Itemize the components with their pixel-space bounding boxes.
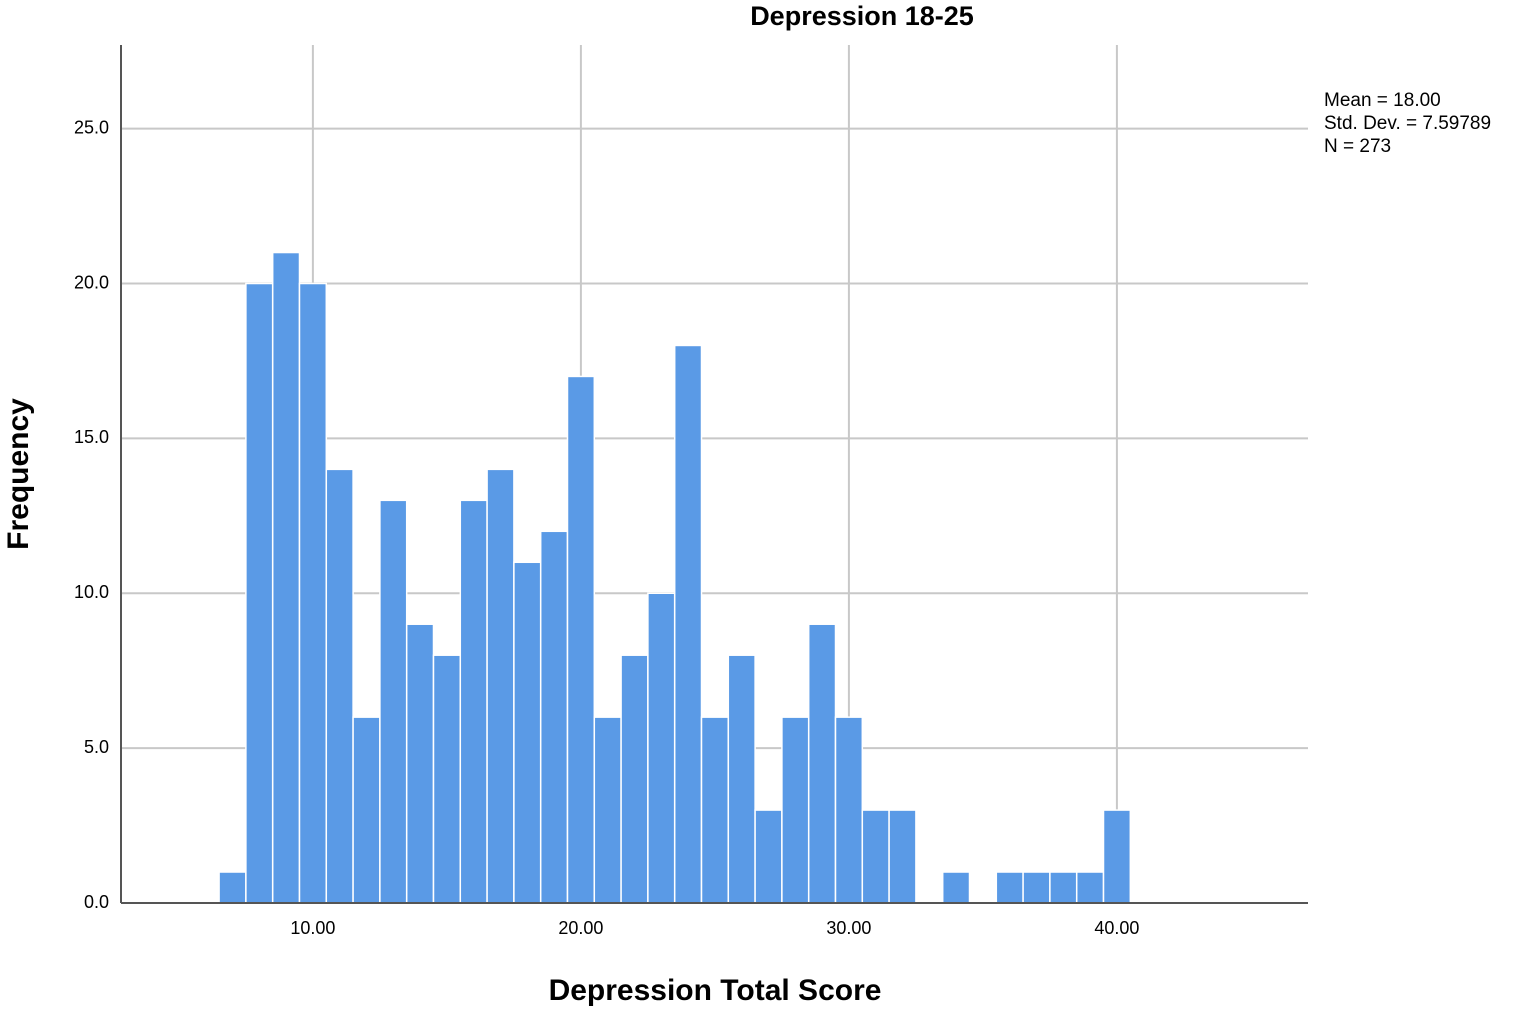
bar [513,561,542,904]
y-tick-label: 0.0 [84,892,109,912]
bar [754,809,783,904]
y-tick-label: 25.0 [74,117,109,137]
y-tick-label: 10.0 [74,582,109,602]
bar [459,499,488,904]
bar [486,468,515,904]
bar [888,809,917,904]
bar [700,716,730,904]
bar [352,716,381,904]
x-axis-label: Depression Total Score [549,974,882,1007]
bar [405,623,435,904]
stats-text: Std. Dev. = 7.59789 [1324,113,1491,134]
bar [271,251,301,904]
x-tick-label: 30.00 [826,918,871,938]
bar [566,375,596,904]
bar [298,282,328,904]
x-tick-label: 20.00 [558,918,603,938]
bar [593,716,622,904]
bar [1049,871,1078,904]
stats-text: N = 273 [1324,136,1391,157]
y-tick-label: 5.0 [84,737,109,757]
bar [379,499,408,904]
bar [1075,871,1105,904]
bar [647,592,676,904]
bar [620,654,649,904]
x-tick-label: 10.00 [290,918,335,938]
bar [995,871,1024,904]
x-tick-label: 40.00 [1094,918,1139,938]
bar [325,468,354,904]
bar [1022,871,1051,904]
bar [1102,809,1132,904]
chart-title: Depression 18-25 [750,1,974,31]
bar [861,809,890,904]
bar [245,282,274,904]
bar [941,871,971,904]
y-tick-label: 15.0 [74,427,109,447]
bar [218,871,247,904]
bar [539,530,569,904]
y-tick-label: 20.0 [74,272,109,292]
y-axis-label: Frequency [2,398,35,550]
bar [727,654,756,904]
bar [781,716,810,904]
bar [673,344,703,904]
stats-text: Mean = 18.00 [1324,90,1441,111]
bar [807,623,837,904]
bar [834,716,864,904]
bar [432,654,462,904]
